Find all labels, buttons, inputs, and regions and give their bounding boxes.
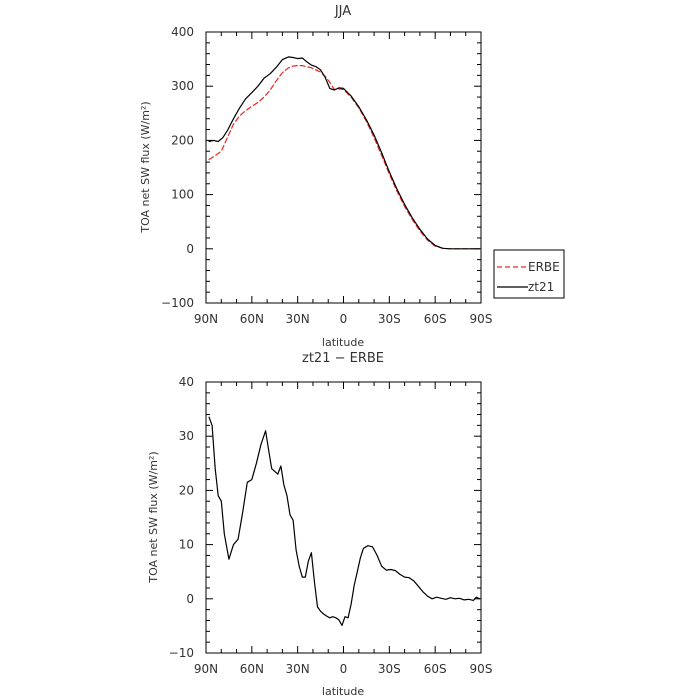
top-x-tick-labels: 90N 60N 30N 0 30S 60S 90S bbox=[194, 312, 493, 326]
y-tick-label: 400 bbox=[171, 25, 194, 39]
top-y-tick-labels: −100 0 100 200 300 400 bbox=[161, 25, 194, 310]
top-y-axis-label: TOA net SW flux (W/m²) bbox=[139, 101, 152, 233]
top-x-axis-label: latitude bbox=[322, 336, 364, 349]
x-tick-label: 60S bbox=[424, 312, 447, 326]
y-tick-label: 0 bbox=[186, 592, 194, 606]
y-tick-label: 300 bbox=[171, 79, 194, 93]
y-tick-label: 40 bbox=[179, 375, 194, 389]
bottom-x-axis-label: latitude bbox=[322, 685, 364, 698]
y-tick-label: 0 bbox=[186, 242, 194, 256]
y-tick-label: 100 bbox=[171, 188, 194, 202]
x-tick-label: 0 bbox=[340, 312, 348, 326]
x-tick-label: 30S bbox=[378, 662, 401, 676]
legend-label-zt21: zt21 bbox=[528, 280, 554, 294]
top-plot-frame bbox=[205, 31, 482, 304]
bottom-y-axis-label: TOA net SW flux (W/m²) bbox=[147, 451, 160, 583]
x-tick-label: 30S bbox=[378, 312, 401, 326]
y-tick-label: −10 bbox=[169, 646, 194, 660]
x-tick-label: 90N bbox=[194, 662, 218, 676]
y-tick-label: 10 bbox=[179, 538, 194, 552]
y-tick-label: 200 bbox=[171, 133, 194, 147]
y-tick-label: 30 bbox=[179, 429, 194, 443]
bottom-y-tick-labels: −10 0 10 20 30 40 bbox=[169, 375, 194, 660]
bottom-plot-frame bbox=[205, 381, 482, 654]
x-tick-label: 90N bbox=[194, 312, 218, 326]
x-tick-label: 90S bbox=[470, 662, 493, 676]
x-tick-label: 60S bbox=[424, 662, 447, 676]
bottom-chart-title: zt21 − ERBE bbox=[302, 351, 384, 366]
bottom-x-tick-labels: 90N 60N 30N 0 30S 60S 90S bbox=[194, 662, 493, 676]
x-tick-label: 0 bbox=[340, 662, 348, 676]
bottom-axis-ticks bbox=[205, 381, 482, 654]
x-tick-label: 60N bbox=[240, 312, 264, 326]
legend-label-erbe: ERBE bbox=[528, 260, 560, 274]
x-tick-label: 30N bbox=[286, 312, 310, 326]
y-tick-label: −100 bbox=[161, 296, 194, 310]
top-series-lines bbox=[208, 56, 481, 250]
panel-bottom-chart: zt21 − ERBE TOA net SW flux (W/m²) latit… bbox=[147, 351, 492, 698]
x-tick-label: 90S bbox=[470, 312, 493, 326]
legend-box bbox=[493, 249, 565, 299]
y-tick-label: 20 bbox=[179, 483, 194, 497]
x-tick-label: 60N bbox=[240, 662, 264, 676]
series-line-erbe bbox=[208, 64, 481, 250]
panel-top-chart: JJA TOA net SW flux (W/m²) latitude 90N 6… bbox=[139, 4, 565, 349]
bottom-series-lines bbox=[208, 416, 481, 627]
series-line-zt21 bbox=[208, 56, 481, 250]
legend: ERBE zt21 bbox=[493, 249, 565, 299]
top-chart-title: JJA bbox=[334, 4, 351, 19]
x-tick-label: 30N bbox=[286, 662, 310, 676]
series-line-difference bbox=[208, 416, 481, 627]
top-axis-ticks bbox=[205, 31, 482, 304]
